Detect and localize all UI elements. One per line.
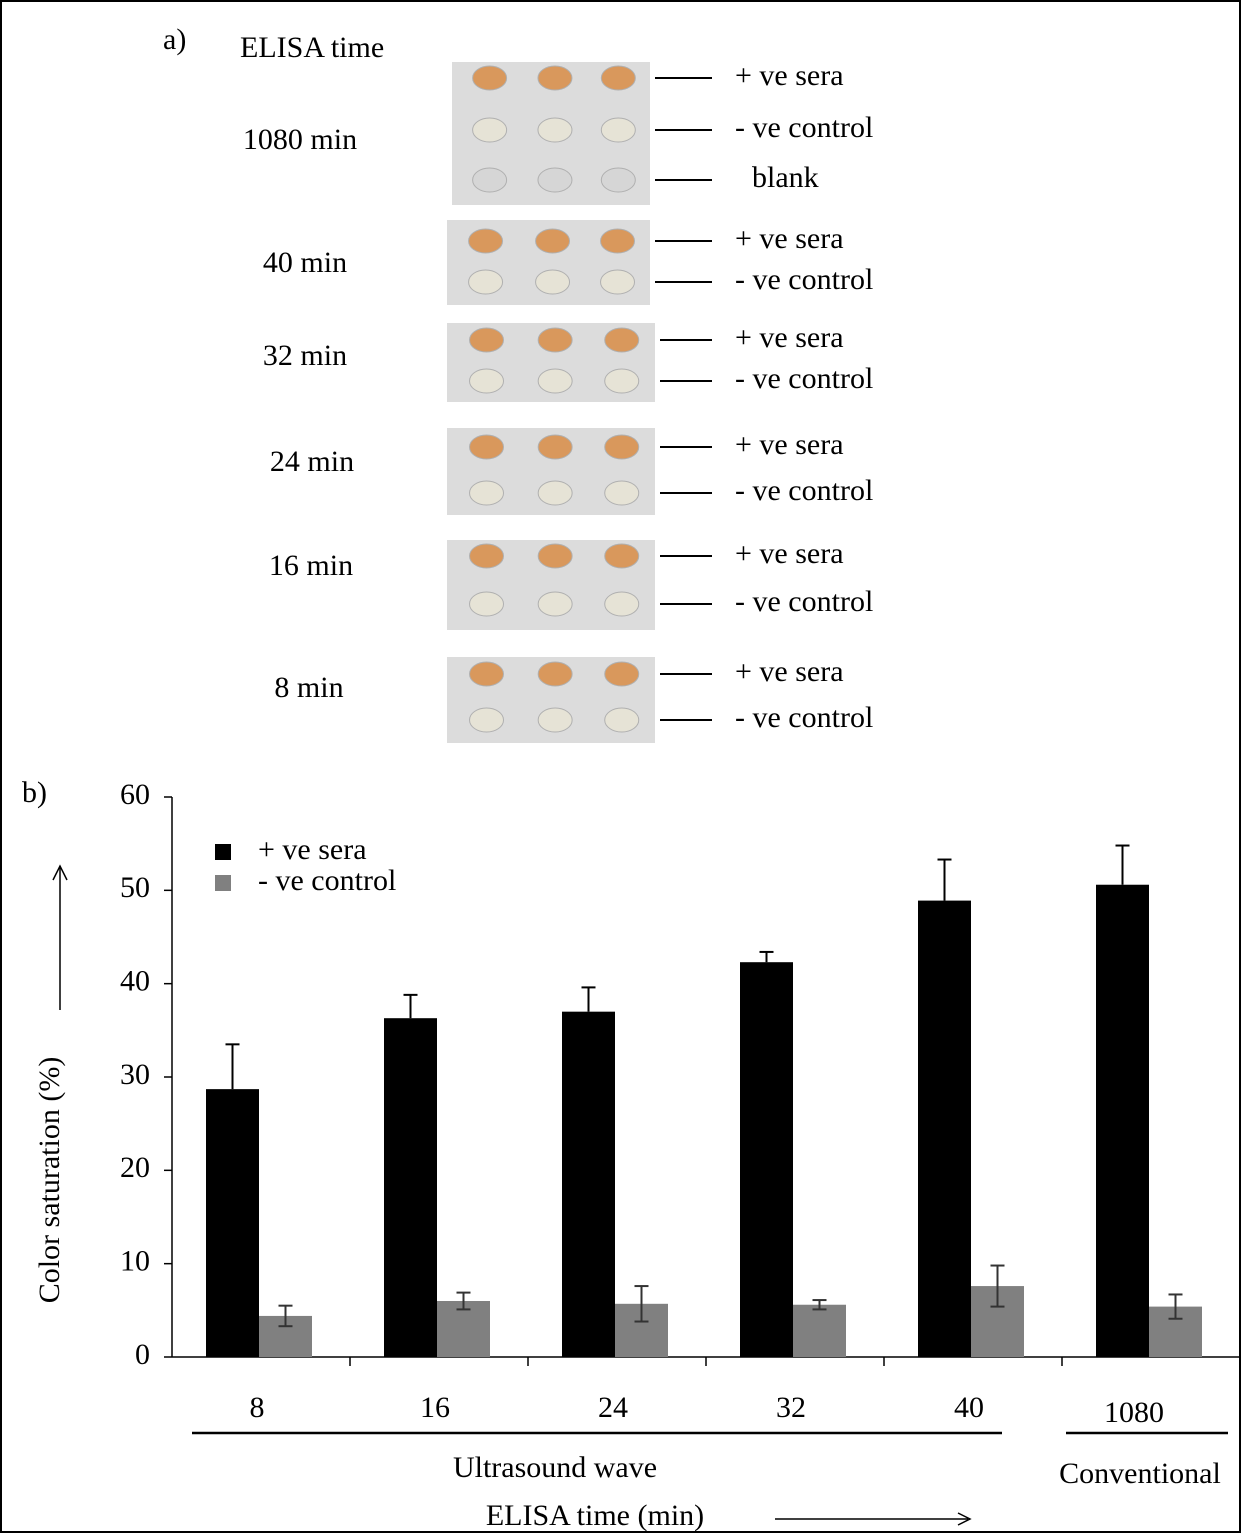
y-tick-label: 0 [135,1338,150,1371]
well-label: - ve control [735,362,873,395]
well [470,544,504,568]
time-label: 24 min [270,445,354,478]
bar [793,1305,846,1357]
y-tick-label: 10 [120,1245,150,1278]
well [601,229,635,253]
bar [740,962,793,1357]
panel-label: a) [163,23,186,56]
well [601,168,635,192]
x-tick-label: 1080 [1104,1396,1164,1429]
y-tick-label: 50 [120,871,150,904]
bar [384,1018,437,1357]
group-label: Ultrasound wave [453,1451,657,1484]
x-tick-label: 8 [250,1391,265,1424]
y-tick-label: 30 [120,1058,150,1091]
well [605,662,639,686]
well [469,229,503,253]
x-axis-title: ELISA time (min) [486,1499,704,1532]
well-label: + ve sera [735,321,844,354]
well [601,270,635,294]
well [538,592,572,616]
y-tick-label: 40 [120,965,150,998]
time-label: 16 min [269,549,353,582]
well-label: + ve sera [735,655,844,688]
well-label: + ve sera [735,428,844,461]
well-label: + ve sera [735,222,844,255]
well [538,369,572,393]
well [605,544,639,568]
time-label: 32 min [263,339,347,372]
legend-label: - ve control [258,864,396,897]
well [470,592,504,616]
well [538,662,572,686]
well [473,66,507,90]
well [470,328,504,352]
well [538,544,572,568]
well [605,369,639,393]
well [605,592,639,616]
well [605,708,639,732]
well [536,229,570,253]
well-label: blank [752,161,819,194]
time-label: 40 min [263,246,347,279]
well-label: + ve sera [735,537,844,570]
figure: a) ELISA time b) 1080 min+ ve sera- ve c… [0,0,1241,1533]
well [536,270,570,294]
well-label: - ve control [735,585,873,618]
legend-swatch [215,844,231,860]
x-tick-label: 32 [776,1391,806,1424]
panel-label: b) [22,776,47,809]
legend-swatch [215,875,231,891]
well [469,270,503,294]
x-tick-label: 16 [420,1391,450,1424]
well-label: - ve control [735,111,873,144]
x-tick-label: 40 [954,1391,984,1424]
well [601,118,635,142]
y-axis-title: Color saturation (%) [33,1057,66,1304]
well-label: - ve control [735,701,873,734]
well [470,662,504,686]
well [538,328,572,352]
bar [918,901,971,1357]
group-label: Conventional [1059,1457,1221,1490]
well [470,369,504,393]
time-label: 1080 min [243,123,357,156]
well [538,168,572,192]
well [538,481,572,505]
panel-header: ELISA time [240,31,384,64]
well [538,118,572,142]
well [605,328,639,352]
legend-label: + ve sera [258,833,367,866]
well [470,481,504,505]
well [605,481,639,505]
well [538,435,572,459]
well [605,435,639,459]
x-tick-label: 24 [598,1391,628,1424]
well [538,66,572,90]
well-label: - ve control [735,263,873,296]
well [473,168,507,192]
well [470,708,504,732]
well [538,708,572,732]
y-tick-label: 20 [120,1151,150,1184]
well-label: - ve control [735,474,873,507]
time-label: 8 min [274,671,343,704]
bar [562,1012,615,1357]
well-label: + ve sera [735,59,844,92]
well [601,66,635,90]
bar [1096,885,1149,1357]
well [470,435,504,459]
bar [206,1089,259,1357]
y-tick-label: 60 [120,778,150,811]
well [473,118,507,142]
